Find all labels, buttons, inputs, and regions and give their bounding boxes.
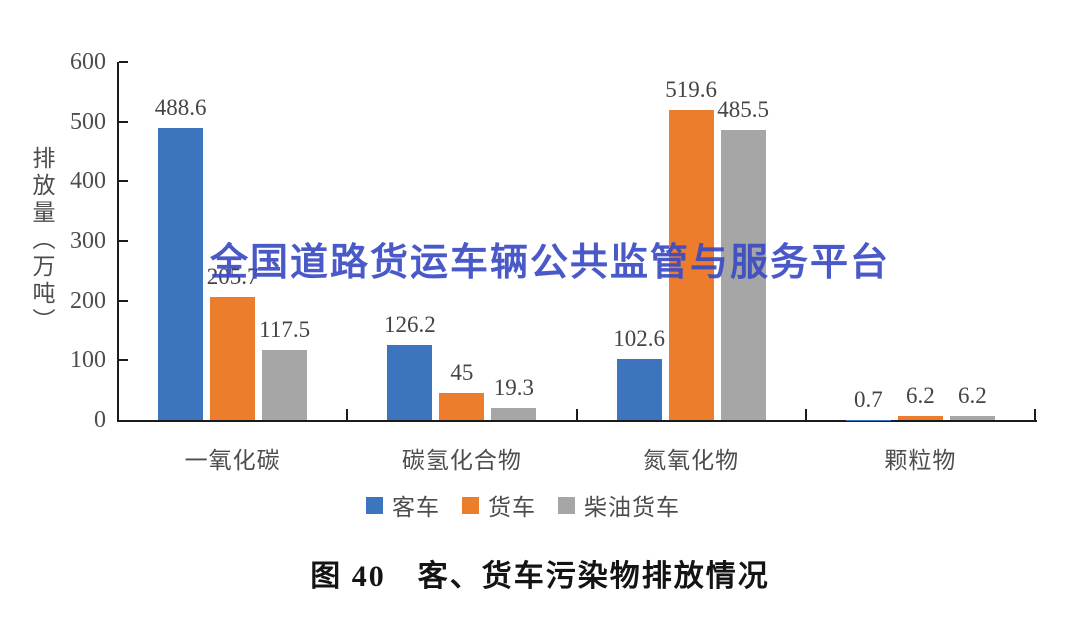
x-category-label: 碳氢化合物: [401, 448, 522, 473]
y-axis-tick: [119, 120, 128, 123]
y-axis-tick: [119, 61, 128, 63]
legend-label: 客车: [392, 495, 440, 520]
bar-value-label: 6.2: [958, 383, 987, 409]
bar-value-label: 19.3: [493, 375, 534, 401]
bar-value-label: 205.7: [206, 264, 259, 290]
x-axis-tick: [804, 409, 807, 420]
y-axis-tick: [119, 359, 128, 362]
bar-truck: [897, 416, 943, 420]
y-axis-title: 排放量（万吨）: [29, 146, 54, 335]
bar-value-label: 519.6: [665, 76, 717, 102]
bar-value-label: 488.6: [154, 95, 207, 121]
bar-diesel-truck: [262, 349, 308, 420]
y-axis-tick: [119, 299, 128, 302]
x-category-label: 颗粒物: [884, 448, 957, 473]
bar-passenger-car: [387, 344, 433, 420]
y-tick-label: 200: [70, 287, 106, 314]
y-tick-label: 500: [70, 108, 106, 135]
y-tick-label: 300: [70, 228, 106, 254]
legend-label: 货车: [488, 495, 536, 520]
legend-item-passenger-car: 客车: [366, 488, 440, 522]
figure-caption: 图 40 客、货车污染物排放情况: [310, 560, 770, 593]
x-axis-tick: [1034, 409, 1036, 420]
bar-diesel-truck: [491, 408, 537, 420]
x-category-label: 氮氧化物: [643, 448, 740, 473]
x-axis-tick: [346, 409, 349, 420]
bar-value-label: 102.6: [613, 325, 665, 351]
bar-diesel-truck: [720, 130, 766, 420]
legend-swatch-passenger-car: [366, 496, 383, 514]
bar-value-label: 45: [450, 360, 474, 386]
y-tick-label: 400: [70, 168, 106, 195]
y-tick-label: 100: [70, 347, 106, 374]
legend: 客车 货车 柴油货车: [0, 488, 1063, 522]
bar-value-label: 485.5: [717, 97, 769, 123]
legend-item-diesel-truck: 柴油货车: [558, 488, 680, 522]
bar-truck: [668, 109, 714, 420]
legend-swatch-diesel-truck: [558, 496, 575, 514]
x-axis-tick: [575, 409, 578, 420]
y-axis-line: [117, 62, 119, 422]
y-axis-tick: [119, 180, 128, 183]
legend-item-truck: 货车: [462, 488, 536, 522]
legend-label: 柴油货车: [584, 495, 680, 520]
bar-truck: [210, 297, 256, 420]
bar-value-label: 6.2: [906, 383, 935, 409]
y-tick-label: 0: [94, 407, 106, 433]
y-tick-label: 600: [70, 49, 106, 75]
y-axis-tick: [119, 240, 128, 242]
bar-diesel-truck: [949, 416, 995, 420]
bar-passenger-car: [158, 128, 204, 420]
bar-value-label: 117.5: [259, 316, 311, 342]
bar-passenger-car: [616, 358, 662, 420]
bar-value-label: 126.2: [384, 311, 436, 337]
bar-value-label: 0.7: [854, 386, 883, 412]
x-axis-line: [117, 420, 1037, 422]
legend-swatch-truck: [462, 496, 479, 514]
x-category-label: 一氧化碳: [184, 448, 281, 473]
bar-truck: [439, 393, 485, 420]
